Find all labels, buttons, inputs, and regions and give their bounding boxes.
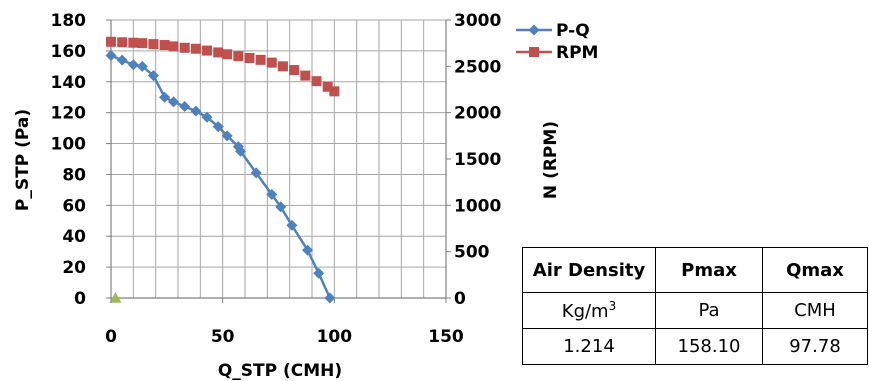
series-rpm: [106, 36, 340, 97]
data-point: [168, 96, 180, 108]
unit-air-density-base: Kg/m: [561, 301, 609, 322]
data-point: [168, 41, 179, 52]
x-axis-title: Q_STP (CMH): [218, 361, 342, 381]
table-units-row: Kg/m3 Pa CMH: [522, 292, 868, 329]
data-point: [322, 81, 333, 92]
data-point: [137, 38, 148, 49]
data-point: [190, 43, 201, 54]
data-point: [329, 86, 340, 97]
data-point: [275, 201, 287, 213]
unit-air-density: Kg/m3: [522, 292, 656, 329]
data-point: [213, 47, 224, 58]
legend-marker: [528, 24, 540, 36]
value-air-density: 1.214: [522, 328, 656, 365]
data-point: [127, 59, 139, 71]
series-layer: [105, 36, 340, 304]
data-point: [244, 52, 255, 63]
data-point: [311, 76, 322, 87]
unit-pmax: Pa: [655, 292, 763, 329]
right-tick-label: 2500: [454, 57, 501, 77]
data-point: [300, 70, 311, 81]
data-point: [266, 189, 278, 201]
left-axis-ticks: 0 20 40 60 80 100 120 140 160 180: [51, 11, 111, 309]
table-values-row: 1.214 158.10 97.78: [522, 328, 868, 365]
data-point: [116, 54, 128, 66]
left-y-axis-title: P_STP (Pa): [13, 109, 33, 211]
data-point: [202, 45, 213, 56]
left-tick-label: 120: [51, 104, 87, 124]
value-qmax: 97.78: [762, 328, 868, 365]
air-density-table: Air Density Pmax Qmax Kg/m3 Pa CMH 1.214…: [522, 247, 868, 365]
left-tick-label: 20: [62, 258, 86, 278]
left-tick-label: 40: [62, 227, 86, 247]
x-tick-label: 50: [211, 327, 235, 347]
right-tick-label: 1500: [454, 150, 501, 170]
right-tick-label: 0: [454, 289, 466, 309]
unit-air-density-exponent: 3: [608, 299, 617, 313]
x-tick-label: 100: [317, 327, 353, 347]
data-point: [222, 49, 233, 60]
right-tick-label: 500: [454, 243, 490, 263]
data-point: [233, 51, 244, 62]
data-point: [106, 36, 116, 47]
right-tick-label: 1000: [454, 196, 501, 216]
left-tick-label: 140: [51, 73, 87, 93]
data-point: [201, 111, 213, 123]
x-axis-ticks: 0 50 100 150: [105, 298, 464, 347]
x-tick-label: 0: [105, 327, 117, 347]
data-point: [289, 65, 300, 76]
left-tick-label: 0: [74, 289, 86, 309]
left-tick-label: 160: [51, 42, 87, 62]
right-tick-label: 3000: [454, 11, 501, 31]
data-point: [277, 61, 288, 72]
series-line: [110, 54, 332, 299]
data-point: [313, 267, 325, 279]
x-tick-label: 150: [428, 327, 464, 347]
data-point: [159, 91, 171, 103]
data-point: [324, 292, 336, 304]
right-y-axis-title: N (RPM): [541, 121, 561, 199]
left-tick-label: 100: [51, 135, 87, 155]
data-point: [250, 167, 262, 179]
right-tick-label: 2000: [454, 104, 501, 124]
left-tick-label: 180: [51, 11, 87, 31]
data-point: [105, 50, 117, 62]
header-qmax: Qmax: [762, 247, 868, 293]
series-p-q: [105, 50, 336, 304]
left-tick-label: 80: [62, 165, 86, 185]
data-point: [235, 145, 247, 157]
unit-qmax: CMH: [762, 292, 868, 329]
data-point: [147, 70, 159, 82]
right-axis-ticks: 0 500 1000 1500 2000 2500 3000: [446, 11, 501, 309]
legend-label: P-Q: [556, 21, 590, 41]
data-point: [109, 292, 122, 303]
value-pmax: 158.10: [655, 328, 763, 365]
data-point: [148, 39, 159, 50]
data-point: [179, 100, 191, 112]
data-point: [179, 42, 190, 53]
data-point: [255, 54, 266, 65]
table-header-row: Air Density Pmax Qmax: [522, 247, 868, 293]
data-point: [136, 60, 148, 72]
legend-item-p-q: P-Q: [516, 21, 590, 41]
data-point: [190, 105, 202, 117]
data-point: [286, 219, 298, 231]
legend-item-rpm: RPM: [516, 43, 598, 63]
data-point: [212, 121, 224, 133]
data-point: [128, 37, 139, 48]
series-marker-2: [109, 292, 122, 303]
data-point: [221, 130, 233, 142]
data-point: [159, 40, 170, 51]
legend-label: RPM: [556, 43, 598, 63]
left-tick-label: 60: [62, 196, 86, 216]
data-point: [302, 244, 314, 256]
data-point: [117, 37, 128, 48]
plot-grid: [110, 19, 447, 299]
legend-marker: [529, 47, 539, 57]
header-pmax: Pmax: [655, 247, 763, 293]
header-air-density: Air Density: [522, 247, 656, 293]
data-point: [266, 57, 277, 68]
